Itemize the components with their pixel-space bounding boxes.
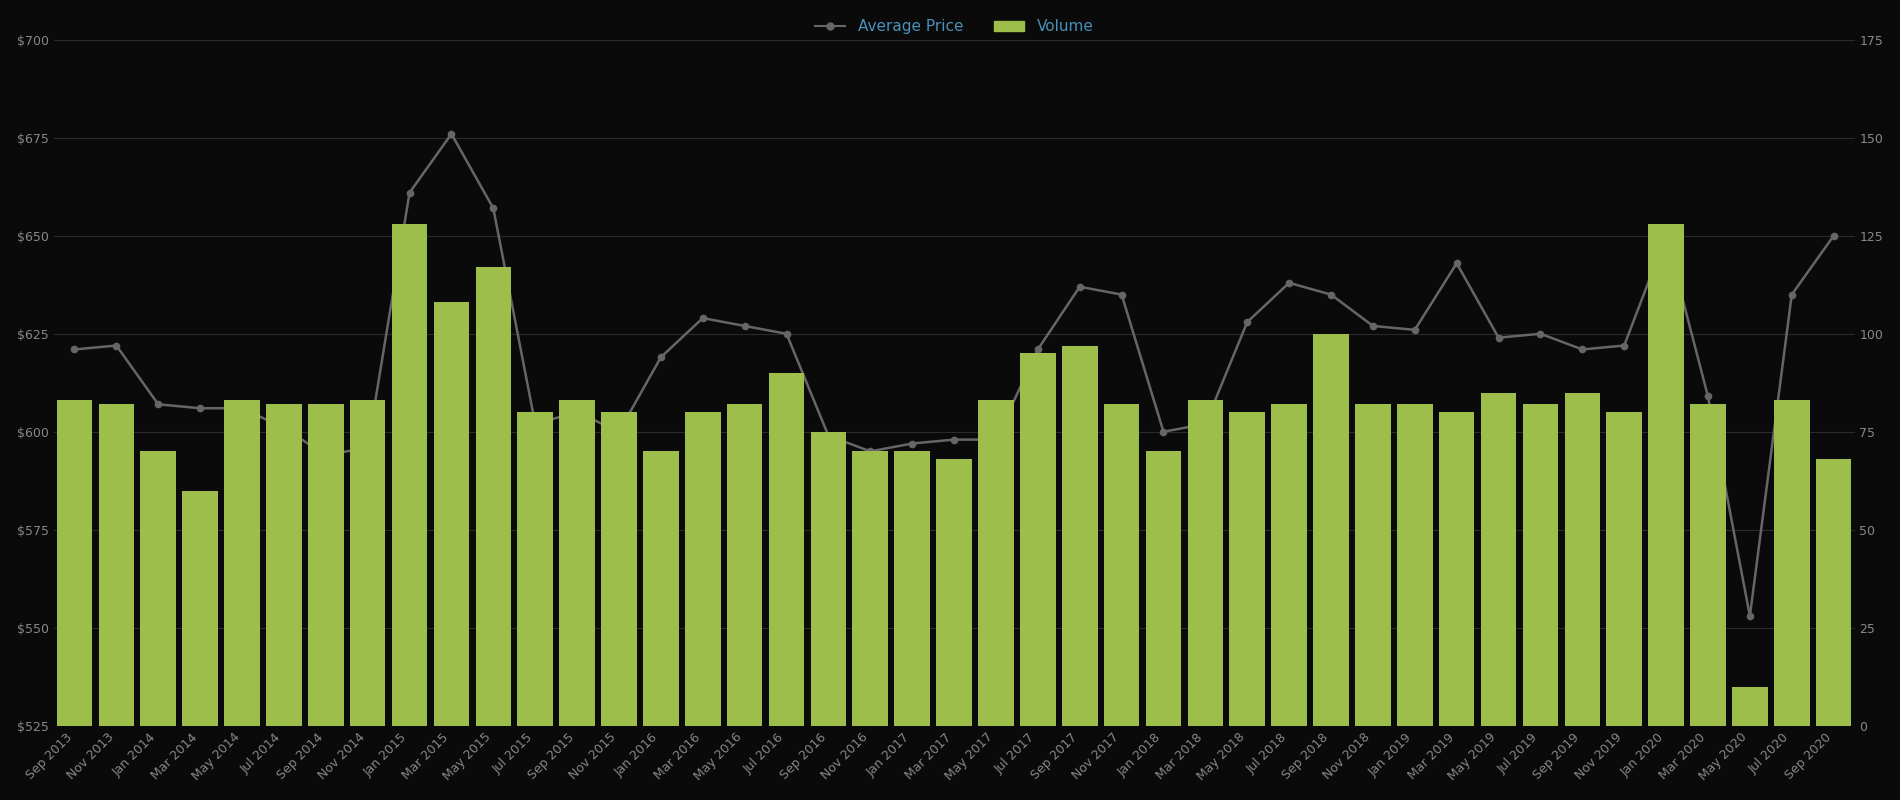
Bar: [895, 451, 929, 726]
Bar: [811, 432, 846, 726]
Bar: [99, 404, 135, 726]
Bar: [1020, 354, 1056, 726]
Bar: [1649, 224, 1683, 726]
Bar: [1775, 401, 1809, 726]
Bar: [1313, 334, 1349, 726]
Bar: [308, 404, 344, 726]
Bar: [1606, 412, 1642, 726]
Bar: [1104, 404, 1140, 726]
Bar: [1438, 412, 1474, 726]
Bar: [391, 224, 428, 726]
Bar: [853, 451, 887, 726]
Bar: [141, 451, 177, 726]
Bar: [770, 373, 804, 726]
Bar: [1816, 459, 1851, 726]
Bar: [978, 401, 1015, 726]
Bar: [57, 401, 93, 726]
Bar: [433, 302, 469, 726]
Bar: [350, 401, 386, 726]
Bar: [1564, 393, 1600, 726]
Bar: [1062, 346, 1098, 726]
Bar: [224, 401, 260, 726]
Bar: [1691, 404, 1725, 726]
Bar: [1146, 451, 1182, 726]
Bar: [1188, 401, 1224, 726]
Bar: [937, 459, 973, 726]
Bar: [1733, 686, 1767, 726]
Bar: [1480, 393, 1516, 726]
Bar: [1522, 404, 1558, 726]
Bar: [266, 404, 302, 726]
Bar: [1396, 404, 1433, 726]
Bar: [559, 401, 595, 726]
Bar: [1229, 412, 1265, 726]
Bar: [728, 404, 762, 726]
Legend: Average Price, Volume: Average Price, Volume: [809, 13, 1100, 40]
Bar: [1355, 404, 1391, 726]
Bar: [182, 490, 218, 726]
Bar: [475, 267, 511, 726]
Bar: [642, 451, 678, 726]
Bar: [517, 412, 553, 726]
Bar: [684, 412, 720, 726]
Bar: [1271, 404, 1307, 726]
Bar: [600, 412, 636, 726]
